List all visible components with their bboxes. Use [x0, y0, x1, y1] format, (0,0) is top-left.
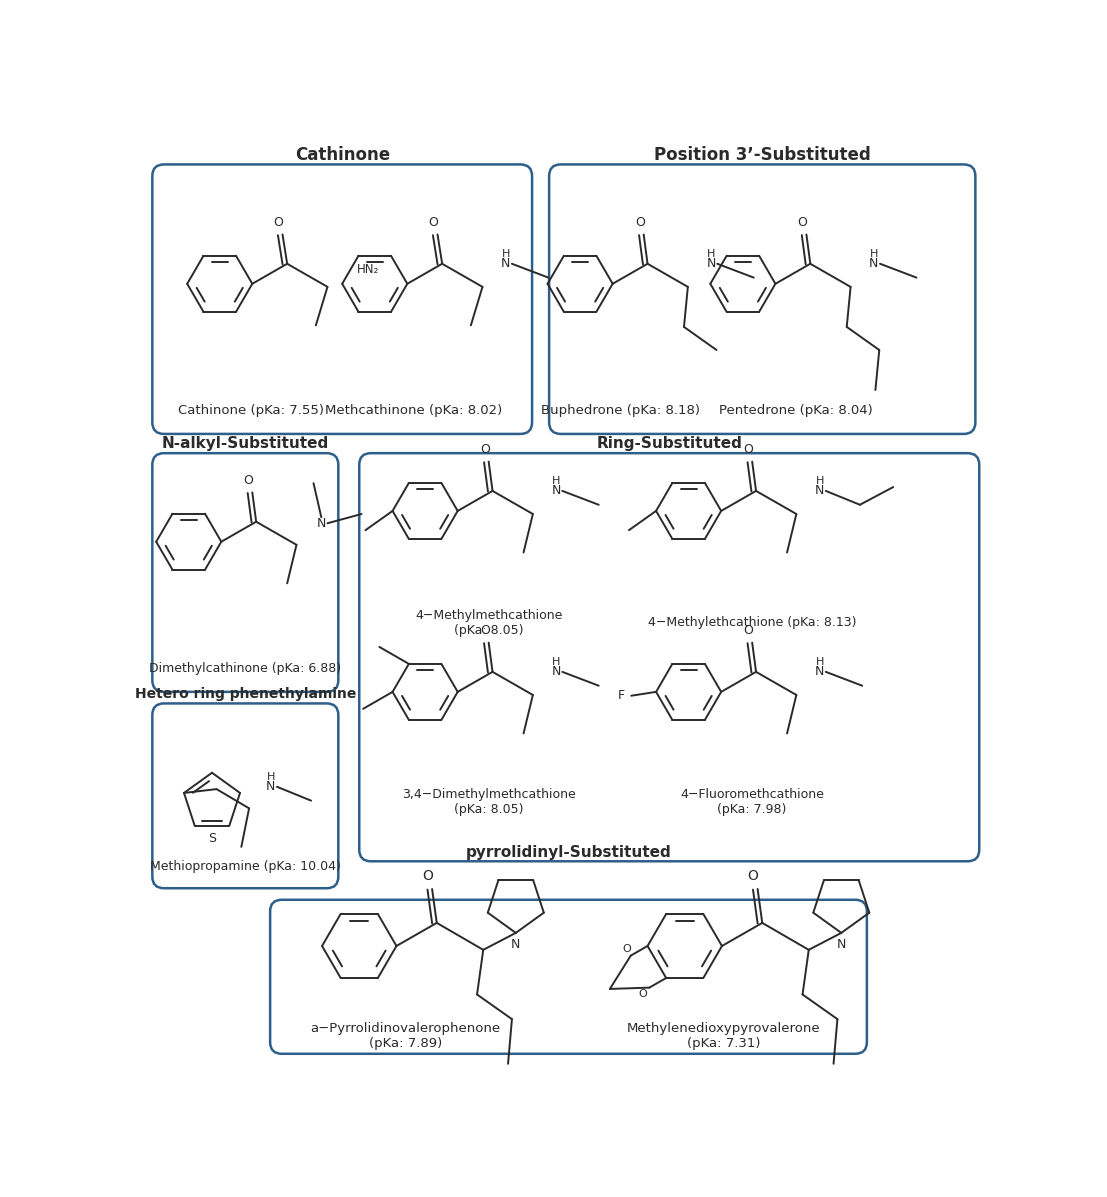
Text: N: N — [317, 517, 325, 530]
Text: O: O — [479, 624, 489, 637]
Text: O: O — [744, 624, 753, 637]
Text: Pentedrone (pKa: 8.04): Pentedrone (pKa: 8.04) — [718, 405, 872, 418]
Text: H: H — [870, 249, 878, 259]
Text: H: H — [267, 772, 275, 782]
Text: N: N — [551, 666, 561, 679]
Text: F: F — [618, 689, 624, 703]
Text: Methiopropamine (pKa: 10.04): Methiopropamine (pKa: 10.04) — [149, 861, 341, 873]
Text: O: O — [747, 869, 758, 883]
Text: 4−Methylmethcathione
(pKa: 8.05): 4−Methylmethcathione (pKa: 8.05) — [415, 608, 562, 637]
Text: O: O — [798, 215, 807, 229]
Text: N: N — [266, 780, 276, 794]
Text: N: N — [501, 257, 510, 271]
Text: 4−Methylethcathione (pKa: 8.13): 4−Methylethcathione (pKa: 8.13) — [648, 616, 857, 630]
Text: HN₂: HN₂ — [356, 263, 380, 277]
Text: Methylenedioxypyrovalerone
(pKa: 7.31): Methylenedioxypyrovalerone (pKa: 7.31) — [627, 1022, 820, 1050]
Text: N: N — [869, 257, 879, 271]
Text: O: O — [639, 989, 648, 998]
Text: Cathinone (pKa: 7.55): Cathinone (pKa: 7.55) — [178, 405, 323, 418]
Text: Cathinone: Cathinone — [294, 146, 390, 164]
Text: H: H — [816, 476, 824, 486]
Text: N: N — [815, 485, 825, 498]
Text: Ring-Substituted: Ring-Substituted — [597, 437, 742, 451]
Text: O: O — [744, 443, 753, 456]
Text: O: O — [422, 869, 433, 883]
Text: 3,4−Dimethylmethcathione
(pKa: 8.05): 3,4−Dimethylmethcathione (pKa: 8.05) — [402, 788, 576, 816]
Text: N: N — [551, 485, 561, 498]
Text: Position 3’-Substituted: Position 3’-Substituted — [654, 146, 870, 164]
Text: O: O — [622, 944, 631, 954]
Text: pyrrolidinyl-Substituted: pyrrolidinyl-Substituted — [466, 845, 671, 859]
Text: H: H — [552, 476, 560, 486]
Text: N: N — [511, 938, 520, 950]
Text: S: S — [208, 832, 216, 845]
Text: O: O — [634, 215, 644, 229]
Text: Buphedrone (pKa: 8.18): Buphedrone (pKa: 8.18) — [541, 405, 700, 418]
Text: 4−Fluoromethcathione
(pKa: 7.98): 4−Fluoromethcathione (pKa: 7.98) — [680, 788, 824, 816]
Text: Methcathinone (pKa: 8.02): Methcathinone (pKa: 8.02) — [324, 405, 503, 418]
Text: Hetero ring phenethylamine: Hetero ring phenethylamine — [135, 687, 356, 701]
Text: H: H — [816, 657, 824, 667]
Text: O: O — [428, 215, 437, 229]
Text: H: H — [707, 249, 715, 259]
Text: N: N — [815, 666, 825, 679]
Text: H: H — [552, 657, 560, 667]
Text: O: O — [244, 474, 254, 487]
Text: N-alkyl-Substituted: N-alkyl-Substituted — [162, 437, 329, 451]
Text: H: H — [501, 249, 510, 259]
Text: N: N — [706, 257, 716, 271]
Text: Dimethylcathinone (pKa: 6.88): Dimethylcathinone (pKa: 6.88) — [149, 662, 341, 675]
Text: O: O — [273, 215, 282, 229]
Text: N: N — [837, 938, 846, 950]
Text: O: O — [479, 443, 489, 456]
Text: a−Pyrrolidinovalerophenone
(pKa: 7.89): a−Pyrrolidinovalerophenone (pKa: 7.89) — [311, 1022, 500, 1050]
